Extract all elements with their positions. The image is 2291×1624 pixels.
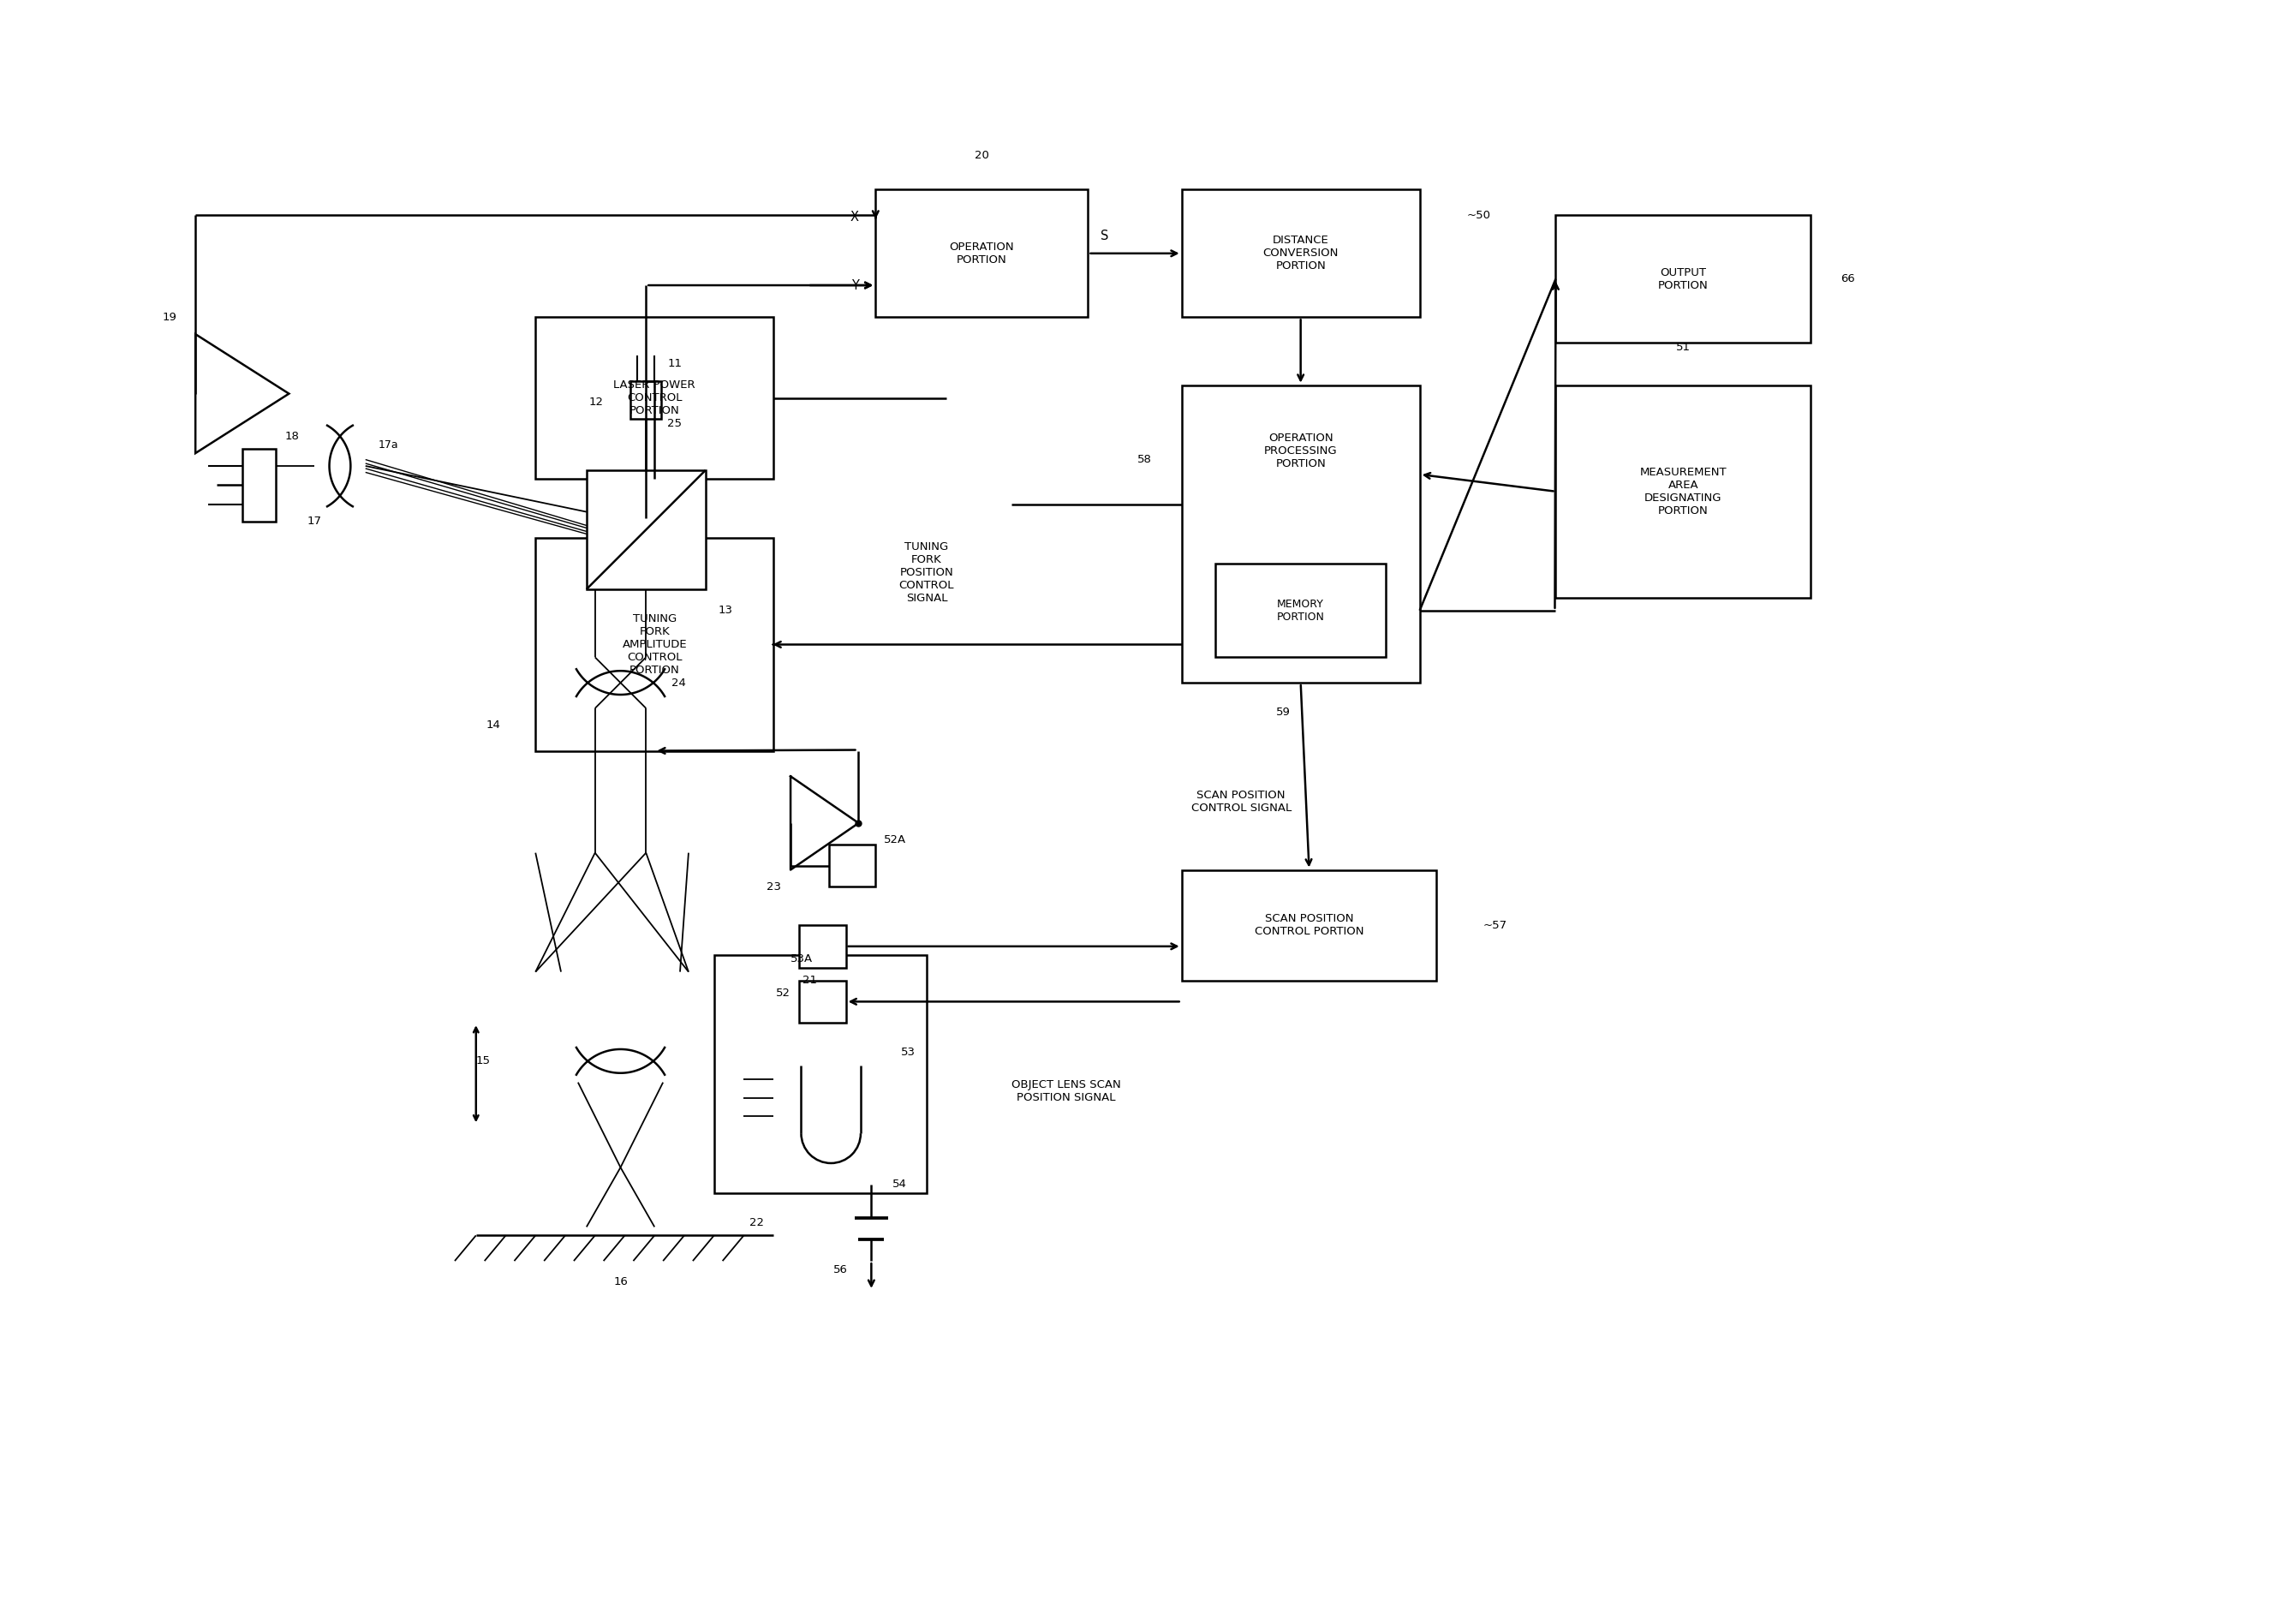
Text: 11: 11 xyxy=(667,359,683,370)
FancyBboxPatch shape xyxy=(875,190,1088,317)
Text: TUNING
FORK
AMPLITUDE
CONTROL
PORTION: TUNING FORK AMPLITUDE CONTROL PORTION xyxy=(623,614,687,676)
Text: 58: 58 xyxy=(1136,455,1152,464)
FancyBboxPatch shape xyxy=(1182,870,1436,981)
Text: 17: 17 xyxy=(307,516,321,526)
Text: S: S xyxy=(1102,231,1109,244)
Text: DISTANCE
CONVERSION
PORTION: DISTANCE CONVERSION PORTION xyxy=(1262,235,1338,271)
Text: 54: 54 xyxy=(893,1179,907,1190)
Text: OPERATION
PROCESSING
PORTION: OPERATION PROCESSING PORTION xyxy=(1265,432,1338,469)
Text: 59: 59 xyxy=(1276,706,1290,718)
Text: SCAN POSITION
CONTROL PORTION: SCAN POSITION CONTROL PORTION xyxy=(1255,913,1363,937)
FancyBboxPatch shape xyxy=(243,448,277,521)
Text: 18: 18 xyxy=(284,430,300,442)
FancyBboxPatch shape xyxy=(586,471,706,590)
Text: 12: 12 xyxy=(589,396,603,408)
Text: ~50: ~50 xyxy=(1466,209,1491,221)
Text: 16: 16 xyxy=(614,1276,628,1288)
Text: OPERATION
PORTION: OPERATION PORTION xyxy=(948,242,1015,265)
FancyBboxPatch shape xyxy=(536,538,774,750)
Text: 15: 15 xyxy=(477,1056,490,1067)
FancyBboxPatch shape xyxy=(1182,385,1420,682)
Text: Y: Y xyxy=(850,279,859,292)
Text: 17a: 17a xyxy=(378,438,399,450)
FancyBboxPatch shape xyxy=(1556,385,1810,598)
Text: MEASUREMENT
AREA
DESIGNATING
PORTION: MEASUREMENT AREA DESIGNATING PORTION xyxy=(1640,466,1727,516)
Text: MEMORY
PORTION: MEMORY PORTION xyxy=(1276,599,1324,622)
Text: 52: 52 xyxy=(777,987,790,999)
Text: 53: 53 xyxy=(900,1047,916,1059)
FancyBboxPatch shape xyxy=(1217,564,1386,658)
Text: 24: 24 xyxy=(671,677,685,689)
FancyBboxPatch shape xyxy=(1182,190,1420,317)
Text: 56: 56 xyxy=(834,1263,848,1275)
FancyBboxPatch shape xyxy=(715,955,926,1194)
Text: 51: 51 xyxy=(1677,341,1691,352)
Text: X: X xyxy=(850,211,859,224)
Text: LASER POWER
CONTROL
PORTION: LASER POWER CONTROL PORTION xyxy=(614,380,696,416)
FancyBboxPatch shape xyxy=(536,317,774,479)
Text: 52A: 52A xyxy=(884,835,907,846)
Text: 66: 66 xyxy=(1840,273,1856,284)
Text: 14: 14 xyxy=(486,719,499,731)
Text: ~57: ~57 xyxy=(1485,919,1507,931)
Text: TUNING
FORK
POSITION
CONTROL
SIGNAL: TUNING FORK POSITION CONTROL SIGNAL xyxy=(898,541,953,604)
Text: SCAN POSITION
CONTROL SIGNAL: SCAN POSITION CONTROL SIGNAL xyxy=(1191,789,1292,814)
Text: 23: 23 xyxy=(765,882,781,893)
FancyBboxPatch shape xyxy=(1556,214,1810,343)
Text: 20: 20 xyxy=(974,149,990,161)
FancyBboxPatch shape xyxy=(829,844,875,887)
Text: 22: 22 xyxy=(749,1216,763,1228)
Text: 13: 13 xyxy=(719,604,733,615)
Text: 25: 25 xyxy=(667,417,683,429)
FancyBboxPatch shape xyxy=(800,926,845,968)
Text: 19: 19 xyxy=(163,312,176,323)
Text: OBJECT LENS SCAN
POSITION SIGNAL: OBJECT LENS SCAN POSITION SIGNAL xyxy=(1013,1078,1120,1103)
FancyBboxPatch shape xyxy=(800,981,845,1023)
Text: 53A: 53A xyxy=(790,953,813,965)
FancyBboxPatch shape xyxy=(630,382,662,419)
Text: OUTPUT
PORTION: OUTPUT PORTION xyxy=(1659,266,1709,291)
Text: 21: 21 xyxy=(802,974,818,986)
